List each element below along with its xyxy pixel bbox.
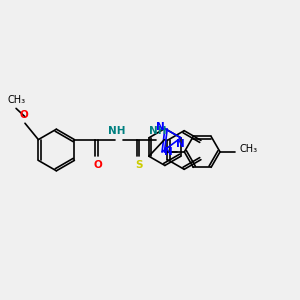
Text: N: N bbox=[164, 147, 173, 157]
Text: O: O bbox=[19, 110, 28, 120]
Text: N: N bbox=[176, 139, 185, 149]
Text: O: O bbox=[93, 160, 102, 170]
Text: S: S bbox=[135, 160, 143, 170]
Text: NH: NH bbox=[149, 126, 167, 136]
Text: N: N bbox=[156, 122, 165, 132]
Text: NH: NH bbox=[108, 126, 125, 136]
Text: CH₃: CH₃ bbox=[7, 95, 25, 105]
Text: CH₃: CH₃ bbox=[239, 145, 257, 154]
